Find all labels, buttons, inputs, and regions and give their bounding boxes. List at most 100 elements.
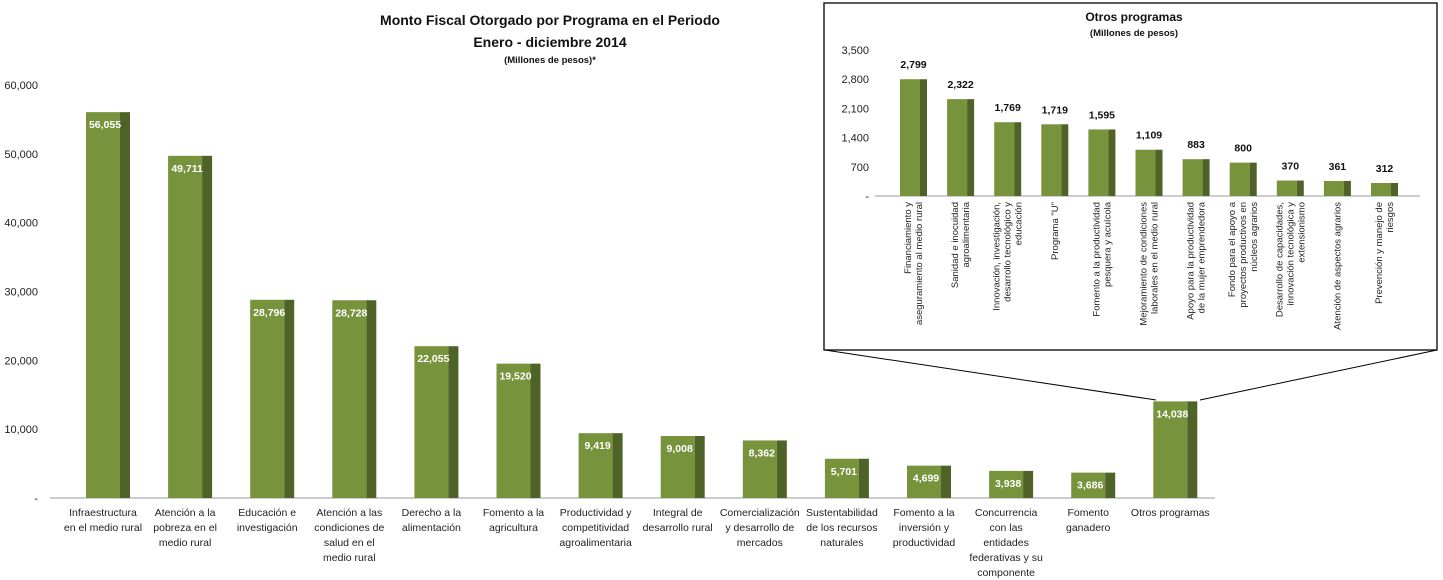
inset-bar [947, 99, 968, 196]
y-tick-label: - [34, 493, 38, 505]
data-label: 9,419 [584, 440, 610, 452]
bar-side [1023, 470, 1034, 498]
bar-side [858, 458, 869, 498]
category-label: Concurrencia [975, 507, 1038, 519]
inset-bar-side [1202, 159, 1210, 196]
inset-bar-side [967, 99, 975, 196]
data-label: 49,711 [171, 163, 203, 175]
inset-bar [1276, 180, 1297, 196]
category-label: productividad [893, 537, 956, 549]
category-label: mercados [737, 537, 783, 549]
category-label: en el medio rural [64, 522, 142, 534]
inset-category-line: Atención de aspectos agrarios [1332, 202, 1343, 330]
inset-category-line: núcleos agrarios [1249, 202, 1260, 272]
inset-category-line: Fondo para el apoyo a [1227, 201, 1238, 297]
inset-category-line: aseguramiento al medio rural [914, 202, 925, 325]
bar [989, 470, 1024, 498]
y-tick-label: 30,000 [4, 287, 38, 299]
data-label: 5,701 [831, 466, 857, 478]
data-label: 56,055 [89, 119, 121, 131]
category-label: Atención a las [316, 507, 382, 519]
bar-side [284, 299, 295, 498]
category-label: agricultura [489, 522, 538, 534]
inset-category-line: Apoyo para la productividad [1186, 202, 1197, 320]
chart-subtitle: (Millones de pesos)* [504, 55, 596, 66]
data-label: 14,038 [1156, 408, 1188, 420]
inset-category-label: Programa "U" [1050, 202, 1061, 260]
bar-side [448, 346, 459, 498]
inset-bar [1088, 129, 1109, 196]
inset-bar [994, 122, 1015, 196]
inset-bar-side [1155, 149, 1163, 196]
category-label: inversión y [899, 522, 950, 534]
data-label: 4,699 [913, 473, 939, 485]
category-label: medio rural [323, 552, 376, 564]
data-label: 3,938 [995, 478, 1021, 490]
inset-bar [1182, 159, 1203, 196]
inset-category-line: Fomento a la productividad [1091, 202, 1102, 317]
inset-subtitle: (Millones de pesos) [1090, 28, 1178, 39]
inset-data-label: 883 [1187, 139, 1205, 151]
bar [578, 433, 613, 498]
category-label: medio rural [159, 537, 212, 549]
category-label: pobreza en el [153, 522, 217, 534]
zoom-connector-right [1199, 349, 1438, 401]
inset-bar-side [1014, 122, 1022, 196]
inset-category-line: Prevención y manejo de [1374, 202, 1385, 304]
y-tick-label: 10,000 [4, 424, 38, 436]
category-label: federativas y su [969, 552, 1043, 564]
inset-title: Otros programas [1085, 10, 1183, 24]
bar [332, 300, 367, 498]
inset-category-label: Prevención y manejo de riesgos [1374, 202, 1396, 304]
chart-title-period: Enero - diciembre 2014 [473, 34, 627, 50]
inset-bar-side [1296, 180, 1304, 196]
bar-side [612, 433, 623, 498]
category-label: de los recursos [806, 522, 877, 534]
inset-data-label: 2,322 [947, 79, 973, 91]
bar-side [1187, 401, 1198, 498]
zoom-connector-left [824, 349, 1157, 401]
main-x-axis: Infraestructura en el medio rural Atención… [64, 507, 1210, 579]
inset-bar [1135, 149, 1156, 196]
inset-y-tick-label: 1,400 [841, 133, 869, 145]
inset-data-label: 2,799 [900, 59, 926, 71]
inset-bar [1323, 180, 1344, 196]
inset-category-label: Mejoramiento de condiciones laborales en … [1139, 202, 1161, 326]
inset-category-line: agroalimentaria [961, 201, 972, 267]
inset-y-tick-label: 3,500 [841, 45, 869, 57]
category-label: Sustentabilidad [806, 507, 878, 519]
category-label: Derecho a la [402, 507, 462, 519]
category-label: competitividad [562, 522, 629, 534]
category-label: Atención a la [155, 507, 216, 519]
category-label: y desarrollo de [725, 522, 794, 534]
bar [742, 440, 777, 498]
inset-bar-side [920, 79, 927, 196]
bar [660, 435, 695, 498]
inset-bar [900, 79, 920, 196]
inset-category-line: extensionismo [1296, 202, 1307, 263]
main-bars: 56,055 49,711 28,796 28,728 22,055 19,520 9,41… [86, 112, 1198, 498]
inset-data-label: 1,769 [995, 102, 1021, 114]
inset-category-line: Sanidad e inocuidad [950, 202, 961, 288]
category-label: Comercialización [720, 507, 800, 519]
inset-category-label: Atención de aspectos agrarios [1332, 202, 1343, 330]
chart-title: Monto Fiscal Otorgado por Programa en el… [380, 12, 720, 28]
bar [496, 363, 531, 498]
category-label: agroalimentaria [559, 537, 632, 549]
bar-side [530, 363, 541, 498]
bar-side [120, 112, 130, 498]
bar [168, 155, 203, 498]
inset-category-line: pesquera y acuícola [1102, 201, 1113, 287]
category-label: con las [989, 522, 1022, 534]
data-label: 22,055 [417, 353, 449, 365]
category-label: Educación e [238, 507, 296, 519]
category-label: naturales [820, 537, 863, 549]
inset-bar-side [1391, 182, 1398, 196]
bar [86, 112, 120, 498]
y-tick-label: 50,000 [4, 149, 38, 161]
y-tick-label: 20,000 [4, 355, 38, 367]
inset-category-line: riesgos [1385, 202, 1396, 233]
inset-category-line: Innovación, investigación, [992, 202, 1003, 311]
category-label: desarrollo rural [643, 522, 713, 534]
